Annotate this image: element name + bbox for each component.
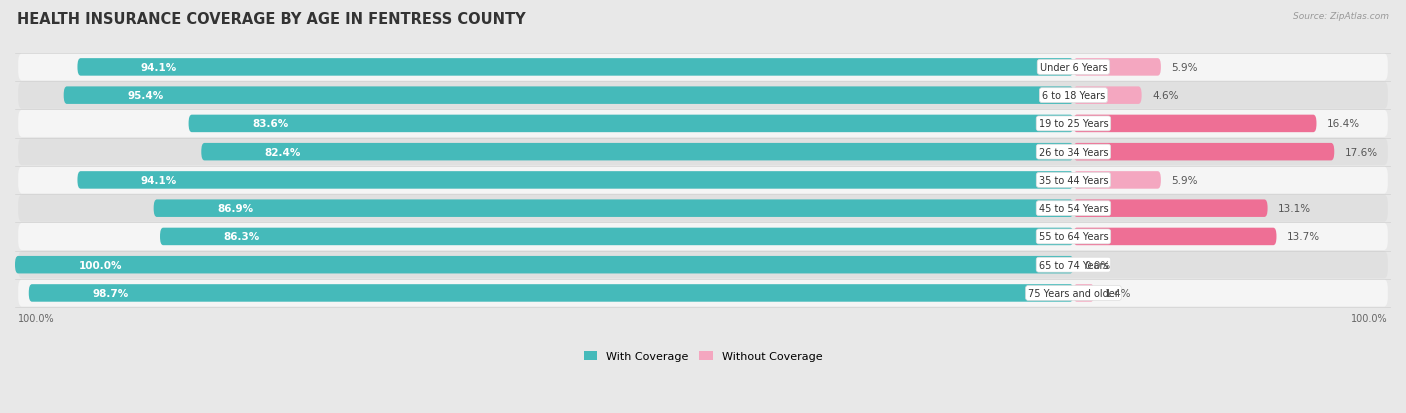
Text: HEALTH INSURANCE COVERAGE BY AGE IN FENTRESS COUNTY: HEALTH INSURANCE COVERAGE BY AGE IN FENT…: [17, 12, 526, 27]
Legend: With Coverage, Without Coverage: With Coverage, Without Coverage: [579, 347, 827, 366]
FancyBboxPatch shape: [18, 139, 1388, 166]
FancyBboxPatch shape: [18, 111, 1388, 138]
FancyBboxPatch shape: [153, 200, 1073, 217]
Text: 5.9%: 5.9%: [1171, 176, 1198, 185]
FancyBboxPatch shape: [77, 172, 1073, 189]
Text: 6 to 18 Years: 6 to 18 Years: [1042, 91, 1105, 101]
FancyBboxPatch shape: [15, 256, 1073, 274]
FancyBboxPatch shape: [1073, 228, 1277, 246]
Text: Source: ZipAtlas.com: Source: ZipAtlas.com: [1294, 12, 1389, 21]
FancyBboxPatch shape: [188, 115, 1073, 133]
FancyBboxPatch shape: [18, 195, 1388, 222]
Text: 86.3%: 86.3%: [224, 232, 260, 242]
Text: 4.6%: 4.6%: [1152, 91, 1178, 101]
Text: 86.9%: 86.9%: [217, 204, 253, 214]
FancyBboxPatch shape: [18, 252, 1388, 279]
FancyBboxPatch shape: [201, 144, 1073, 161]
FancyBboxPatch shape: [18, 167, 1388, 194]
FancyBboxPatch shape: [1073, 285, 1094, 302]
FancyBboxPatch shape: [1073, 59, 1161, 76]
FancyBboxPatch shape: [18, 223, 1388, 250]
FancyBboxPatch shape: [160, 228, 1073, 246]
Text: 100.0%: 100.0%: [79, 260, 122, 270]
Text: 16.4%: 16.4%: [1327, 119, 1360, 129]
Text: 95.4%: 95.4%: [127, 91, 163, 101]
FancyBboxPatch shape: [1073, 172, 1161, 189]
Text: 45 to 54 Years: 45 to 54 Years: [1039, 204, 1108, 214]
FancyBboxPatch shape: [18, 82, 1388, 109]
FancyBboxPatch shape: [77, 59, 1073, 76]
FancyBboxPatch shape: [1073, 144, 1334, 161]
Text: 19 to 25 Years: 19 to 25 Years: [1039, 119, 1108, 129]
FancyBboxPatch shape: [28, 285, 1073, 302]
Text: 13.1%: 13.1%: [1278, 204, 1312, 214]
Text: 94.1%: 94.1%: [141, 63, 177, 73]
Text: 13.7%: 13.7%: [1286, 232, 1320, 242]
Text: 65 to 74 Years: 65 to 74 Years: [1039, 260, 1108, 270]
Text: 35 to 44 Years: 35 to 44 Years: [1039, 176, 1108, 185]
Text: 100.0%: 100.0%: [1351, 313, 1388, 323]
Text: 75 Years and older: 75 Years and older: [1028, 288, 1119, 298]
Text: 17.6%: 17.6%: [1346, 147, 1378, 157]
FancyBboxPatch shape: [1073, 87, 1142, 104]
Text: 55 to 64 Years: 55 to 64 Years: [1039, 232, 1108, 242]
Text: 100.0%: 100.0%: [18, 313, 55, 323]
FancyBboxPatch shape: [18, 280, 1388, 307]
FancyBboxPatch shape: [1073, 200, 1268, 217]
Text: 94.1%: 94.1%: [141, 176, 177, 185]
FancyBboxPatch shape: [63, 87, 1073, 104]
Text: 1.4%: 1.4%: [1105, 288, 1132, 298]
Text: 82.4%: 82.4%: [264, 147, 301, 157]
Text: 98.7%: 98.7%: [93, 288, 128, 298]
Text: Under 6 Years: Under 6 Years: [1039, 63, 1108, 73]
FancyBboxPatch shape: [1073, 115, 1316, 133]
Text: 5.9%: 5.9%: [1171, 63, 1198, 73]
Text: 0.0%: 0.0%: [1084, 260, 1111, 270]
Text: 83.6%: 83.6%: [252, 119, 288, 129]
FancyBboxPatch shape: [18, 54, 1388, 81]
Text: 26 to 34 Years: 26 to 34 Years: [1039, 147, 1108, 157]
